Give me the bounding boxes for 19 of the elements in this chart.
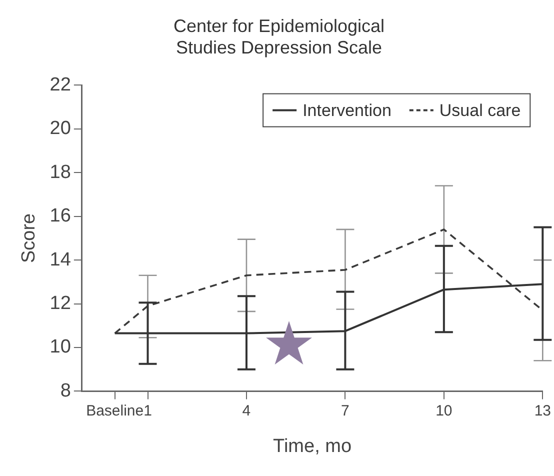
x-tick-label: 10	[436, 402, 452, 420]
chart-title: Center for Epidemiological Studies Depression Scale	[173, 16, 385, 58]
x-tick-label: 4	[242, 402, 251, 420]
y-axis-title: Score	[18, 213, 40, 264]
x-axis-title: Time, mo	[273, 436, 352, 457]
y-tick-label: 10	[50, 336, 71, 358]
legend-label: Usual care	[439, 100, 521, 120]
y-tick-label: 12	[50, 293, 71, 314]
y-tick-label: 16	[50, 206, 71, 227]
legend-label: Intervention	[302, 100, 392, 120]
y-tick-label: 14	[50, 249, 72, 270]
x-tick-label: Baseline	[86, 402, 144, 420]
y-tick-label: 8	[60, 380, 71, 402]
x-tick-label: 1	[144, 402, 152, 420]
y-tick-label: 22	[50, 74, 71, 96]
x-tick-label: 7	[341, 402, 350, 420]
x-tick-label: 13	[534, 402, 551, 420]
y-tick-label: 20	[50, 118, 71, 140]
y-tick-label: 18	[50, 162, 71, 183]
